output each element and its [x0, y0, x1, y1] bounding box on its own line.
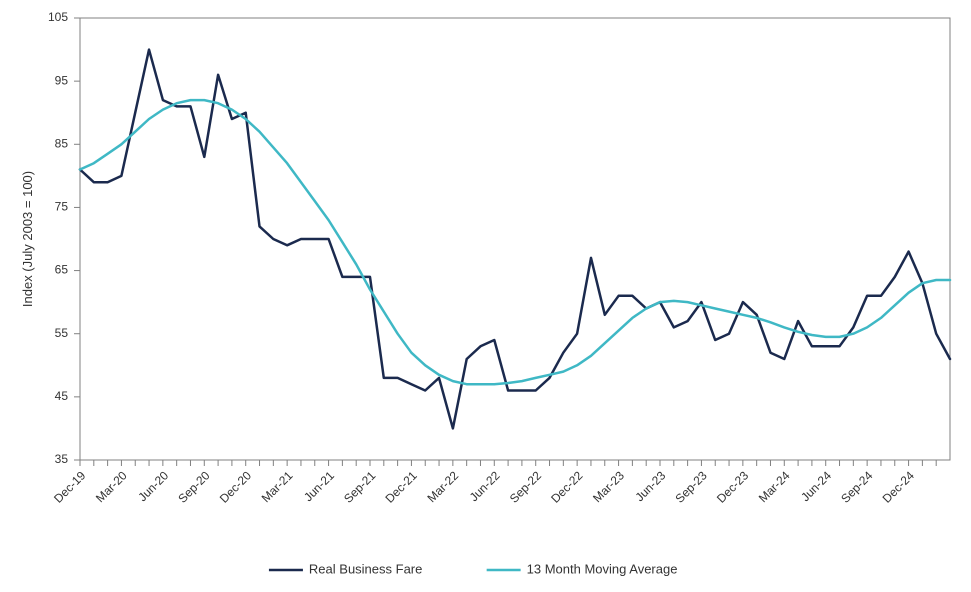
y-tick-label: 75 — [55, 200, 69, 214]
y-tick-label: 95 — [55, 73, 69, 87]
y-tick-label: 55 — [55, 326, 69, 340]
y-axis-label: Index (July 2003 = 100) — [20, 171, 35, 307]
chart-container: 35 45 55 65 75 85 95 105 Index (July 2003 = 100)… — [0, 0, 971, 592]
legend-label: Real Business Fare — [309, 561, 422, 576]
y-tick-label: 65 — [55, 263, 69, 277]
legend-label: 13 Month Moving Average — [527, 561, 678, 576]
y-tick-label: 35 — [55, 452, 69, 466]
y-tick-label: 85 — [55, 136, 69, 150]
y-tick-label: 45 — [55, 389, 69, 403]
y-tick-label: 105 — [48, 10, 68, 24]
line-chart: 35 45 55 65 75 85 95 105 Index (July 2003 = 100)… — [0, 0, 971, 592]
